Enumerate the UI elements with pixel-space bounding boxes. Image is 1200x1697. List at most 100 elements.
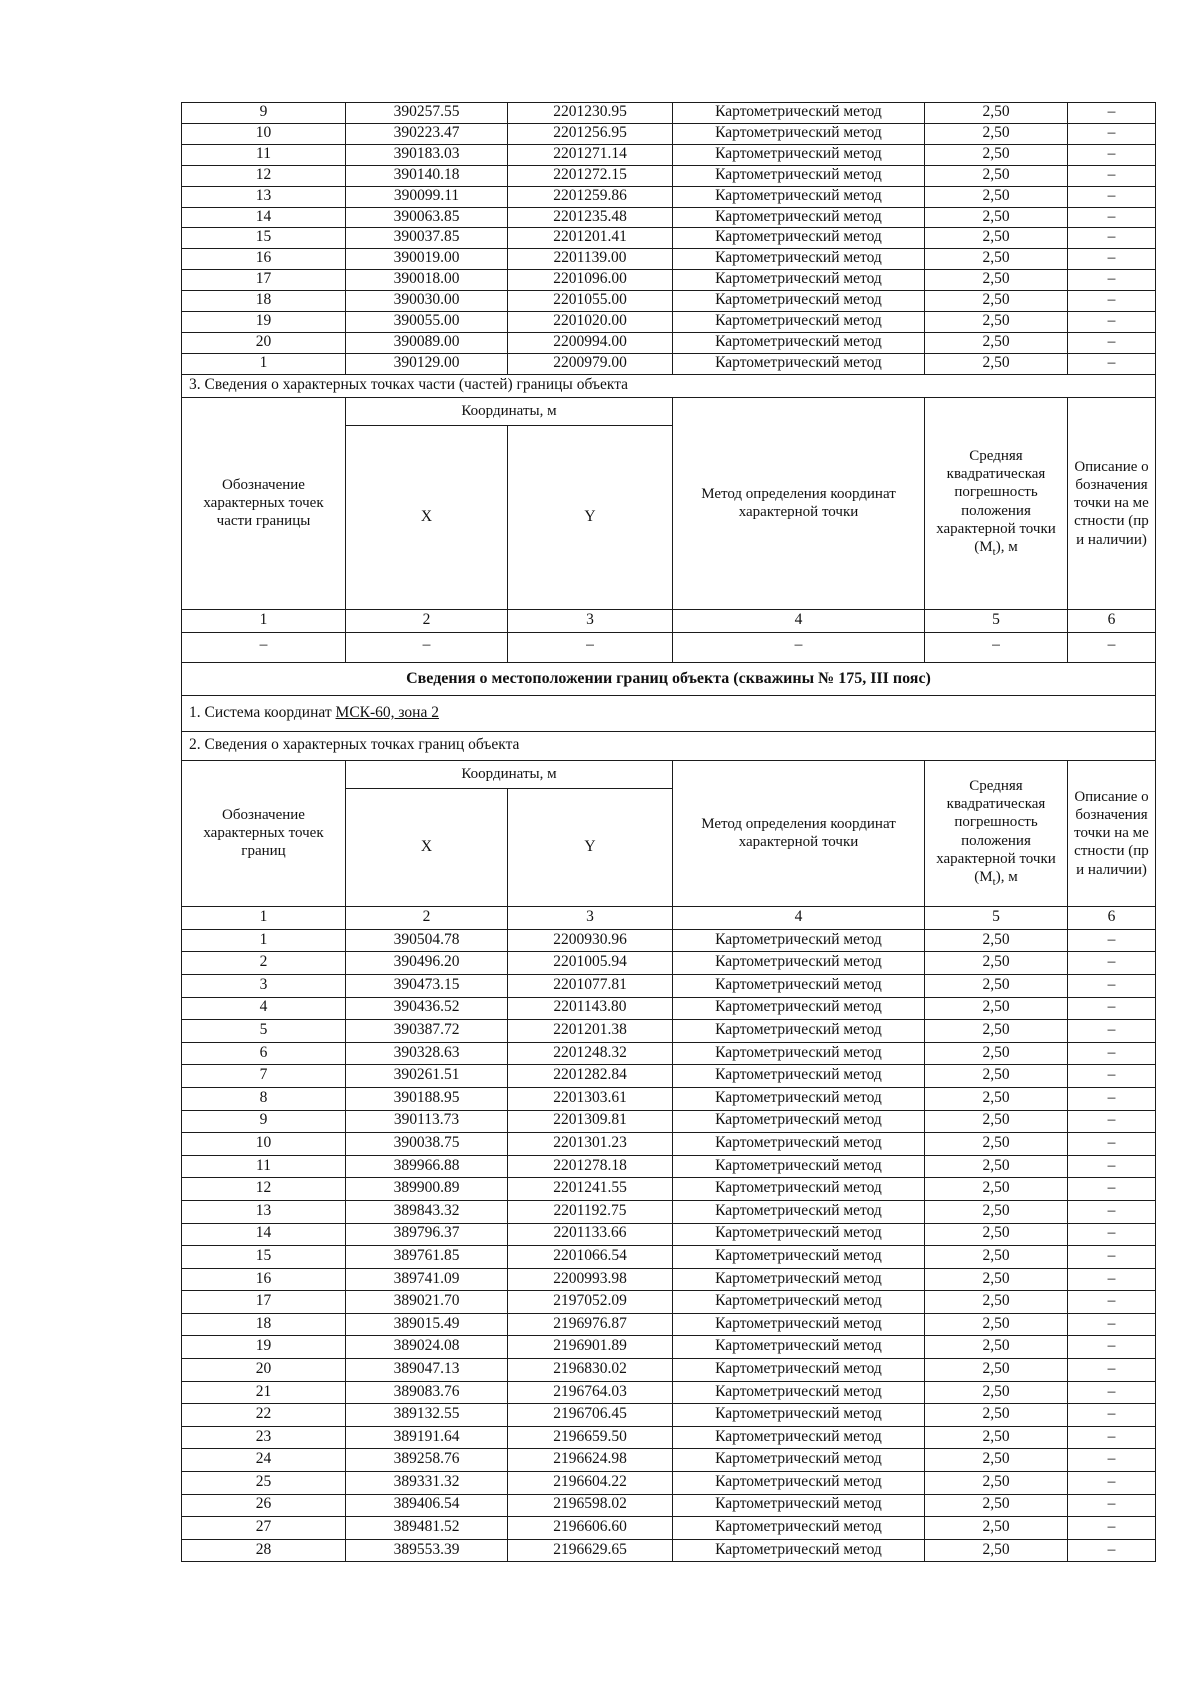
x-coordinate-cell: 389191.64 bbox=[345, 1425, 508, 1450]
point-row: 5 390387.72 2201201.38 Картометрический мет… bbox=[181, 1019, 1156, 1043]
point-row: 28 389553.39 2196629.65 Картометрический ме… bbox=[181, 1538, 1156, 1563]
method-cell: Картометрический метод bbox=[672, 996, 925, 1021]
description-cell: – bbox=[1067, 1493, 1156, 1518]
point-number-cell: 23 bbox=[181, 1425, 346, 1450]
point-number-cell: 7 bbox=[181, 1064, 346, 1088]
x-coordinate-cell: 390089.00 bbox=[345, 331, 508, 354]
point-row: 2 390496.20 2201005.94 Картометрический мет… bbox=[181, 951, 1156, 975]
point-number-cell: 11 bbox=[181, 143, 346, 166]
error-cell: 2,50 bbox=[924, 164, 1068, 187]
method-cell: Картометрический метод bbox=[672, 269, 925, 292]
y-coordinate-cell: 2196606.60 bbox=[507, 1516, 673, 1540]
point-row: 16 390019.00 2201139.00 Картометрический ме… bbox=[181, 248, 1156, 271]
point-row: 10 390223.47 2201256.95 Картометрический ме… bbox=[181, 122, 1156, 145]
x-coordinate-cell: 389966.88 bbox=[345, 1154, 508, 1179]
y-coordinate-cell: 2200994.00 bbox=[507, 331, 673, 354]
x-coordinate-cell: 389258.76 bbox=[345, 1448, 508, 1473]
error-cell: 2,50 bbox=[924, 1109, 1068, 1134]
col-number: 5 bbox=[924, 608, 1068, 633]
y-coordinate-cell: 2201096.00 bbox=[507, 269, 673, 292]
method-cell: Картометрический метод bbox=[672, 1132, 925, 1156]
x-coordinate-cell: 389024.08 bbox=[345, 1335, 508, 1360]
error-cell: 2,50 bbox=[924, 311, 1068, 333]
y-coordinate-cell: 2200930.96 bbox=[507, 928, 673, 953]
description-cell: – bbox=[1067, 143, 1156, 166]
point-number-cell: 24 bbox=[181, 1448, 346, 1473]
dash-cell: – bbox=[672, 631, 925, 663]
description-cell: – bbox=[1067, 1177, 1156, 1201]
error-cell: 2,50 bbox=[924, 1471, 1068, 1495]
description-cell: – bbox=[1067, 1358, 1156, 1382]
coordinate-system-value: МСК-60, зона 2 bbox=[335, 703, 439, 721]
point-number-cell: 5 bbox=[181, 1019, 346, 1043]
point-row: 27 389481.52 2196606.60 Картометрический ме… bbox=[181, 1516, 1156, 1540]
header-row-top: Обозначение характерных точек границ Коо… bbox=[181, 759, 1156, 907]
description-cell: – bbox=[1067, 1538, 1156, 1563]
x-coordinate-cell: 390099.11 bbox=[345, 185, 508, 208]
method-cell: Картометрический метод bbox=[672, 1019, 925, 1043]
col-number: 2 bbox=[345, 608, 508, 633]
object-point-rows: 1 390504.78 2200930.96 Картометрический мет… bbox=[181, 928, 1156, 1563]
description-cell: – bbox=[1067, 1064, 1156, 1088]
method-cell: Картометрический метод bbox=[672, 311, 925, 333]
error-cell: 2,50 bbox=[924, 996, 1068, 1021]
method-cell: Картометрический метод bbox=[672, 143, 925, 166]
error-cell: 2,50 bbox=[924, 1064, 1068, 1088]
point-row: 3 390473.15 2201077.81 Картометрический мет… bbox=[181, 973, 1156, 998]
error-cell: 2,50 bbox=[924, 1312, 1068, 1337]
method-cell: Картометрический метод bbox=[672, 331, 925, 354]
continuation-rows: 9 390257.55 2201230.95 Картометрический мет… bbox=[181, 102, 1156, 375]
method-cell: Картометрический метод bbox=[672, 227, 925, 250]
x-coordinate-cell: 390037.85 bbox=[345, 227, 508, 250]
point-row: 8 390188.95 2201303.61 Картометрический мет… bbox=[181, 1086, 1156, 1111]
description-cell: – bbox=[1067, 996, 1156, 1021]
y-coordinate-cell: 2201192.75 bbox=[507, 1199, 673, 1224]
point-row: 18 389015.49 2196976.87 Картометрический ме… bbox=[181, 1312, 1156, 1337]
y-coordinate-cell: 2201303.61 bbox=[507, 1086, 673, 1111]
x-coordinate-cell: 390113.73 bbox=[345, 1109, 508, 1134]
point-number-cell: 15 bbox=[181, 227, 346, 250]
point-row: 13 390099.11 2201259.86 Картометрический ме… bbox=[181, 185, 1156, 208]
y-coordinate-cell: 2196764.03 bbox=[507, 1380, 673, 1405]
y-coordinate-cell: 2201055.00 bbox=[507, 290, 673, 313]
point-number-cell: 20 bbox=[181, 331, 346, 354]
x-coordinate-cell: 389331.32 bbox=[345, 1471, 508, 1495]
method-cell: Картометрический метод bbox=[672, 1335, 925, 1360]
description-cell: – bbox=[1067, 352, 1156, 375]
point-number-cell: 4 bbox=[181, 996, 346, 1021]
x-coordinate-cell: 389843.32 bbox=[345, 1199, 508, 1224]
x-coordinate-cell: 389132.55 bbox=[345, 1403, 508, 1427]
error-cell: 2,50 bbox=[924, 1177, 1068, 1201]
point-row: 10 390038.75 2201301.23 Картометрический ме… bbox=[181, 1132, 1156, 1156]
description-cell: – bbox=[1067, 1041, 1156, 1066]
x-coordinate-cell: 389406.54 bbox=[345, 1493, 508, 1518]
point-row: 14 389796.37 2201133.66 Картометрический ме… bbox=[181, 1222, 1156, 1247]
point-number-cell: 27 bbox=[181, 1516, 346, 1540]
point-number-cell: 14 bbox=[181, 206, 346, 229]
point-number-cell: 10 bbox=[181, 122, 346, 145]
y-coordinate-cell: 2201133.66 bbox=[507, 1222, 673, 1247]
empty-values-row: – – – – – – bbox=[181, 631, 1156, 663]
error-cell: 2,50 bbox=[924, 1132, 1068, 1156]
method-cell: Картометрический метод bbox=[672, 185, 925, 208]
point-number-cell: 13 bbox=[181, 1199, 346, 1224]
error-cell: 2,50 bbox=[924, 1019, 1068, 1043]
method-cell: Картометрический метод bbox=[672, 1222, 925, 1247]
description-cell: – bbox=[1067, 1154, 1156, 1179]
method-cell: Картометрический метод bbox=[672, 1448, 925, 1473]
method-cell: Картометрический метод bbox=[672, 290, 925, 313]
description-cell: – bbox=[1067, 122, 1156, 145]
point-number-cell: 14 bbox=[181, 1222, 346, 1247]
error-cell: 2,50 bbox=[924, 227, 1068, 250]
y-coordinate-cell: 2201301.23 bbox=[507, 1132, 673, 1156]
method-cell: Картометрический метод bbox=[672, 1471, 925, 1495]
coordinate-system-cell: 1. Система координат МСК-60, зона 2 bbox=[181, 694, 1156, 732]
error-cell: 2,50 bbox=[924, 122, 1068, 145]
description-cell: – bbox=[1067, 1471, 1156, 1495]
error-cell: 2,50 bbox=[924, 1290, 1068, 1314]
method-cell: Картометрический метод bbox=[672, 1086, 925, 1111]
error-cell: 2,50 bbox=[924, 1154, 1068, 1179]
error-header-mt: точки (Mt), м bbox=[974, 851, 1056, 889]
y-coordinate-cell: 2200979.00 bbox=[507, 352, 673, 375]
